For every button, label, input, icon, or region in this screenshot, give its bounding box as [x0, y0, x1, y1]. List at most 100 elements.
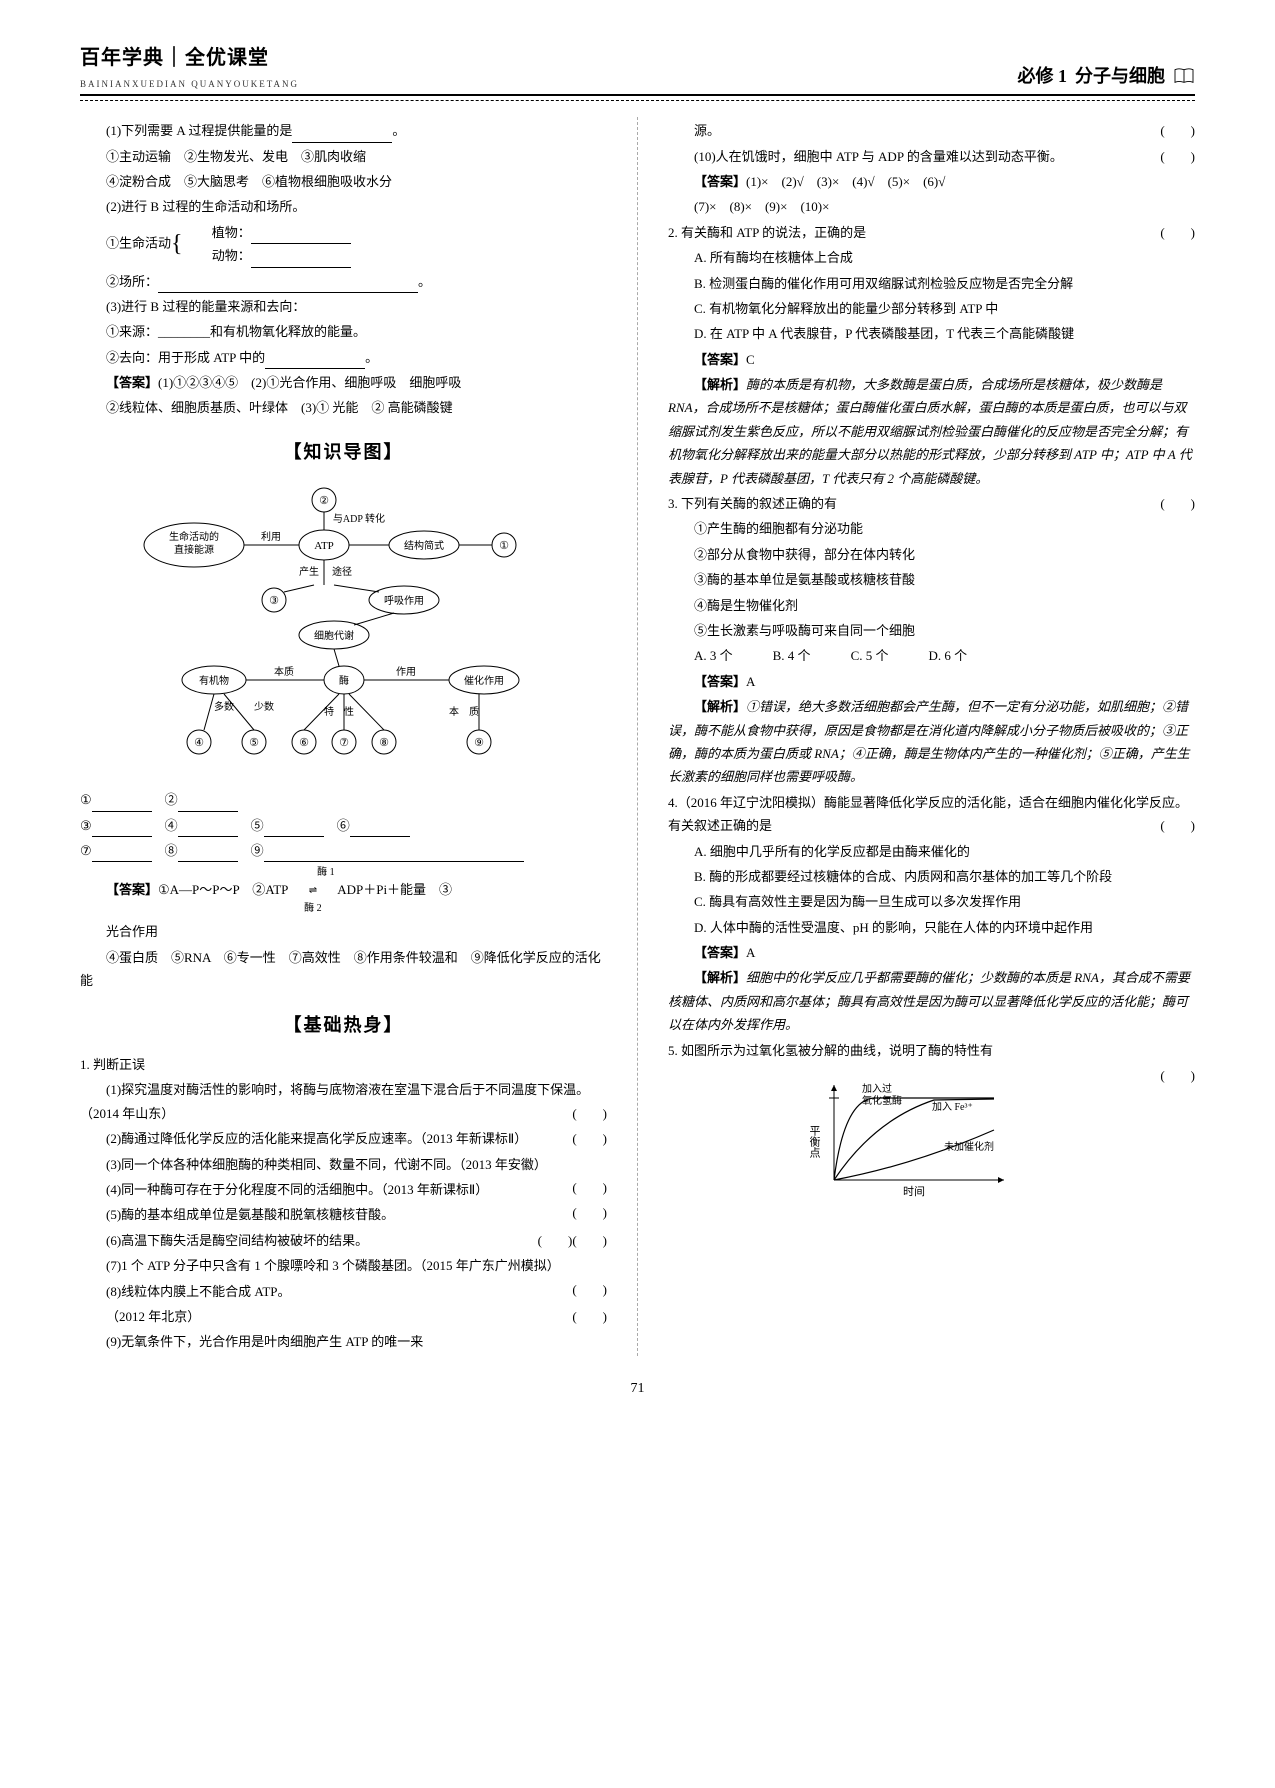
brand-title: 百年学典｜全优课堂 — [80, 40, 299, 76]
ans3: 【答案】A — [668, 670, 1195, 693]
q2c: C. 有机物氧化分解释放出的能量少部分转移到 ATP 中 — [668, 297, 1195, 320]
svg-text:②: ② — [319, 495, 329, 507]
svg-text:结构简式: 结构简式 — [404, 539, 444, 552]
svg-text:⑦: ⑦ — [339, 737, 349, 749]
ans-judge: 【答案】(1)× (2)√ (3)× (4)√ (5)× (6)√ — [668, 170, 1195, 193]
q3-4: ④酶是生物催化剂 — [668, 594, 1195, 617]
svg-text:与ADP 转化: 与ADP 转化 — [332, 512, 384, 525]
svg-text:未加催化剂: 未加催化剂 — [944, 1140, 994, 1153]
q4b: B. 酶的形成都要经过核糖体的合成、内质网和高尔基体的加工等几个阶段 — [668, 865, 1195, 888]
j3: (3)同一个体各种体细胞酶的种类相同、数量不同，代谢不同。（2013 年安徽）(… — [80, 1153, 607, 1176]
svg-text:氧化氢酶: 氧化氢酶 — [862, 1094, 902, 1107]
j7: (7)1 个 ATP 分子中只含有 1 个腺嘌呤和 3 个磷酸基团。（2015 … — [80, 1254, 607, 1277]
q3-3: ③酶的基本单位是氨基酸或核糖核苷酸 — [668, 568, 1195, 591]
svg-text:时间: 时间 — [903, 1185, 925, 1198]
svg-text:呼吸作用: 呼吸作用 — [384, 595, 424, 607]
svg-text:产生: 产生 — [299, 565, 319, 578]
q4c: C. 酶具有高效性主要是因为酶一旦生成可以多次发挥作用 — [668, 890, 1195, 913]
svg-text:⑧: ⑧ — [379, 737, 389, 749]
svg-text:⑥: ⑥ — [299, 737, 309, 749]
brand-pinyin: BAINIANXUEDIAN QUANYOUKETANG — [80, 76, 299, 92]
q2: 2. 有关酶和 ATP 的说法，正确的是( ) — [668, 221, 1195, 244]
j1: (1)探究温度对酶活性的影响时，将酶与底物溶液在室温下混合后于不同温度下保温。（… — [80, 1078, 607, 1125]
svg-text:途径: 途径 — [332, 565, 352, 578]
svg-text:⑤: ⑤ — [249, 737, 259, 749]
q1-2: (2)进行 B 过程的生命活动和场所。 — [80, 195, 607, 218]
module-block: 必修 1 分子与细胞 — [1018, 60, 1196, 92]
subject-label: 分子与细胞 — [1075, 60, 1165, 92]
ans-diagram: 【答案】①A—P～P～P ②ATP 酶 1⇌酶 2 ADP＋Pi＋能量 ③ — [80, 864, 607, 918]
q4a: A. 细胞中几乎所有的化学反应都是由酶来催化的 — [668, 840, 1195, 863]
svg-text:ATP: ATP — [314, 540, 334, 552]
q1-3-src: ①来源：________和有机物氧化释放的能量。 — [80, 320, 607, 343]
q1-1-opts: ①主动运输 ②生物发光、发电 ③肌肉收缩 — [80, 145, 607, 168]
column-divider — [637, 117, 638, 1356]
ans1: 【答案】(1)①②③④⑤ (2)①光合作用、细胞呼吸 细胞呼吸 — [80, 371, 607, 394]
j8: (8)线粒体内膜上不能合成 ATP。 — [80, 1280, 607, 1303]
svg-text:加入 Fe³⁺: 加入 Fe³⁺ — [932, 1101, 973, 1113]
q1-3-dst: ②去向：用于形成 ATP 中的。 — [80, 346, 607, 369]
q1-1: (1)下列需要 A 过程提供能量的是。 — [80, 119, 607, 142]
q1-2-life: ①生命活动{ 植物： 动物： — [80, 221, 607, 268]
j4: (4)同一种酶可存在于分化程度不同的活细胞中。（2013 年新课标Ⅱ）( ) — [80, 1178, 607, 1201]
q2d: D. 在 ATP 中 A 代表腺苷，P 代表磷酸基团，T 代表三个高能磷酸键 — [668, 322, 1195, 345]
svg-text:细胞代谢: 细胞代谢 — [314, 629, 354, 642]
section-basic-title: 【基础热身】 — [80, 1009, 607, 1041]
svg-text:利用: 利用 — [261, 531, 281, 543]
fill-row3: ⑦ ⑧ ⑨ — [80, 839, 607, 862]
exp3: 【解析】①错误，绝大多数活细胞都会产生酶，但不一定有分泌功能，如肌细胞；②错误，… — [668, 695, 1195, 789]
brand-block: 百年学典｜全优课堂 BAINIANXUEDIAN QUANYOUKETANG — [80, 40, 299, 92]
svg-text:加入过: 加入过 — [862, 1082, 892, 1095]
ans-diagram-2: 光合作用 — [80, 920, 607, 943]
left-column: (1)下列需要 A 过程提供能量的是。 ①主动运输 ②生物发光、发电 ③肌肉收缩… — [80, 117, 607, 1356]
svg-text:①: ① — [499, 540, 509, 552]
knowledge-diagram: .el{fill:#fff;stroke:#000;stroke-width:1… — [124, 480, 564, 780]
svg-text:酶: 酶 — [339, 674, 349, 687]
j6: (6)高温下酶失活是酶空间结构被破坏的结果。( ) — [80, 1229, 607, 1252]
q3: 3. 下列有关酶的叙述正确的有( ) — [668, 492, 1195, 515]
j9: (9)无氧条件下，光合作用是叶肉细胞产生 ATP 的唯一来 — [80, 1330, 607, 1353]
module-label: 必修 1 — [1018, 60, 1068, 92]
page-number: 71 — [80, 1376, 1195, 1401]
svg-text:④: ④ — [194, 737, 204, 749]
q3-2: ②部分从食物中获得，部分在体内转化 — [668, 543, 1195, 566]
svg-text:催化作用: 催化作用 — [464, 674, 504, 687]
q3-opts: A. 3 个B. 4 个 C. 5 个D. 6 个 — [694, 644, 1195, 667]
book-icon — [1173, 67, 1195, 85]
svg-text:本质: 本质 — [274, 665, 294, 678]
q3-5: ⑤生长激素与呼吸酶可来自同一个细胞 — [668, 619, 1195, 642]
section-diagram-title: 【知识导图】 — [80, 436, 607, 468]
ans1-2: ②线粒体、细胞质基质、叶绿体 (3)① 光能 ② 高能磷酸键 — [80, 396, 607, 419]
ans-judge2: (7)× (8)× (9)× (10)× — [668, 195, 1195, 218]
fill-row2: ③ ④ ⑤ ⑥ — [80, 814, 607, 837]
svg-text:生命活动的: 生命活动的 — [169, 530, 219, 543]
svg-text:特 性: 特 性 — [324, 705, 354, 718]
j9-cont: 源。( ) — [668, 119, 1195, 142]
header-dash — [80, 100, 1195, 101]
exp4: 【解析】细胞中的化学反应几乎都需要酶的催化；少数酶的本质是 RNA，其合成不需要… — [668, 966, 1195, 1036]
q5-chart: 平衡点 加入过 氧化氢酶 加入 Fe³⁺ 未加催化剂 时间 — [668, 1070, 1195, 1207]
q4: 4.（2016 年辽宁沈阳模拟）酶能显著降低化学反应的活化能，适合在细胞内催化化… — [668, 791, 1195, 838]
q4d: D. 人体中酶的活性受温度、pH 的影响，只能在人体的内环境中起作用 — [668, 916, 1195, 939]
svg-text:本 质: 本 质 — [449, 705, 479, 718]
svg-text:平衡点: 平衡点 — [808, 1125, 821, 1159]
q5: 5. 如图所示为过氧化氢被分解的曲线，说明了酶的特性有 — [668, 1039, 1195, 1062]
q3-1: ①产生酶的细胞都有分泌功能 — [668, 517, 1195, 540]
j8b: （2012 年北京）( ) — [80, 1305, 607, 1328]
ans4: 【答案】A — [668, 941, 1195, 964]
j10: (10)人在饥饿时，细胞中 ATP 与 ADP 的含量难以达到动态平衡。( ) — [668, 145, 1195, 168]
svg-text:作用: 作用 — [396, 666, 416, 678]
q-judge: 1. 判断正误 — [80, 1053, 607, 1076]
ans2: 【答案】C — [668, 348, 1195, 371]
page-header: 百年学典｜全优课堂 BAINIANXUEDIAN QUANYOUKETANG 必… — [80, 40, 1195, 96]
svg-text:③: ③ — [269, 595, 279, 607]
j5: (5)酶的基本组成单位是氨基酸和脱氧核糖核苷酸。 — [80, 1203, 607, 1226]
q1-3: (3)进行 B 过程的能量来源和去向： — [80, 295, 607, 318]
content-columns: (1)下列需要 A 过程提供能量的是。 ①主动运输 ②生物发光、发电 ③肌肉收缩… — [80, 117, 1195, 1356]
right-column: 源。( ) (10)人在饥饿时，细胞中 ATP 与 ADP 的含量难以达到动态平… — [668, 117, 1195, 1356]
svg-text:⑨: ⑨ — [474, 737, 484, 749]
q2a: A. 所有酶均在核糖体上合成 — [668, 246, 1195, 269]
q2b: B. 检测蛋白酶的催化作用可用双缩脲试剂检验反应物是否完全分解 — [668, 272, 1195, 295]
q1-1-opts2: ④淀粉合成 ⑤大脑思考 ⑥植物根细胞吸收水分 — [80, 170, 607, 193]
svg-text:直接能源: 直接能源 — [174, 543, 214, 556]
